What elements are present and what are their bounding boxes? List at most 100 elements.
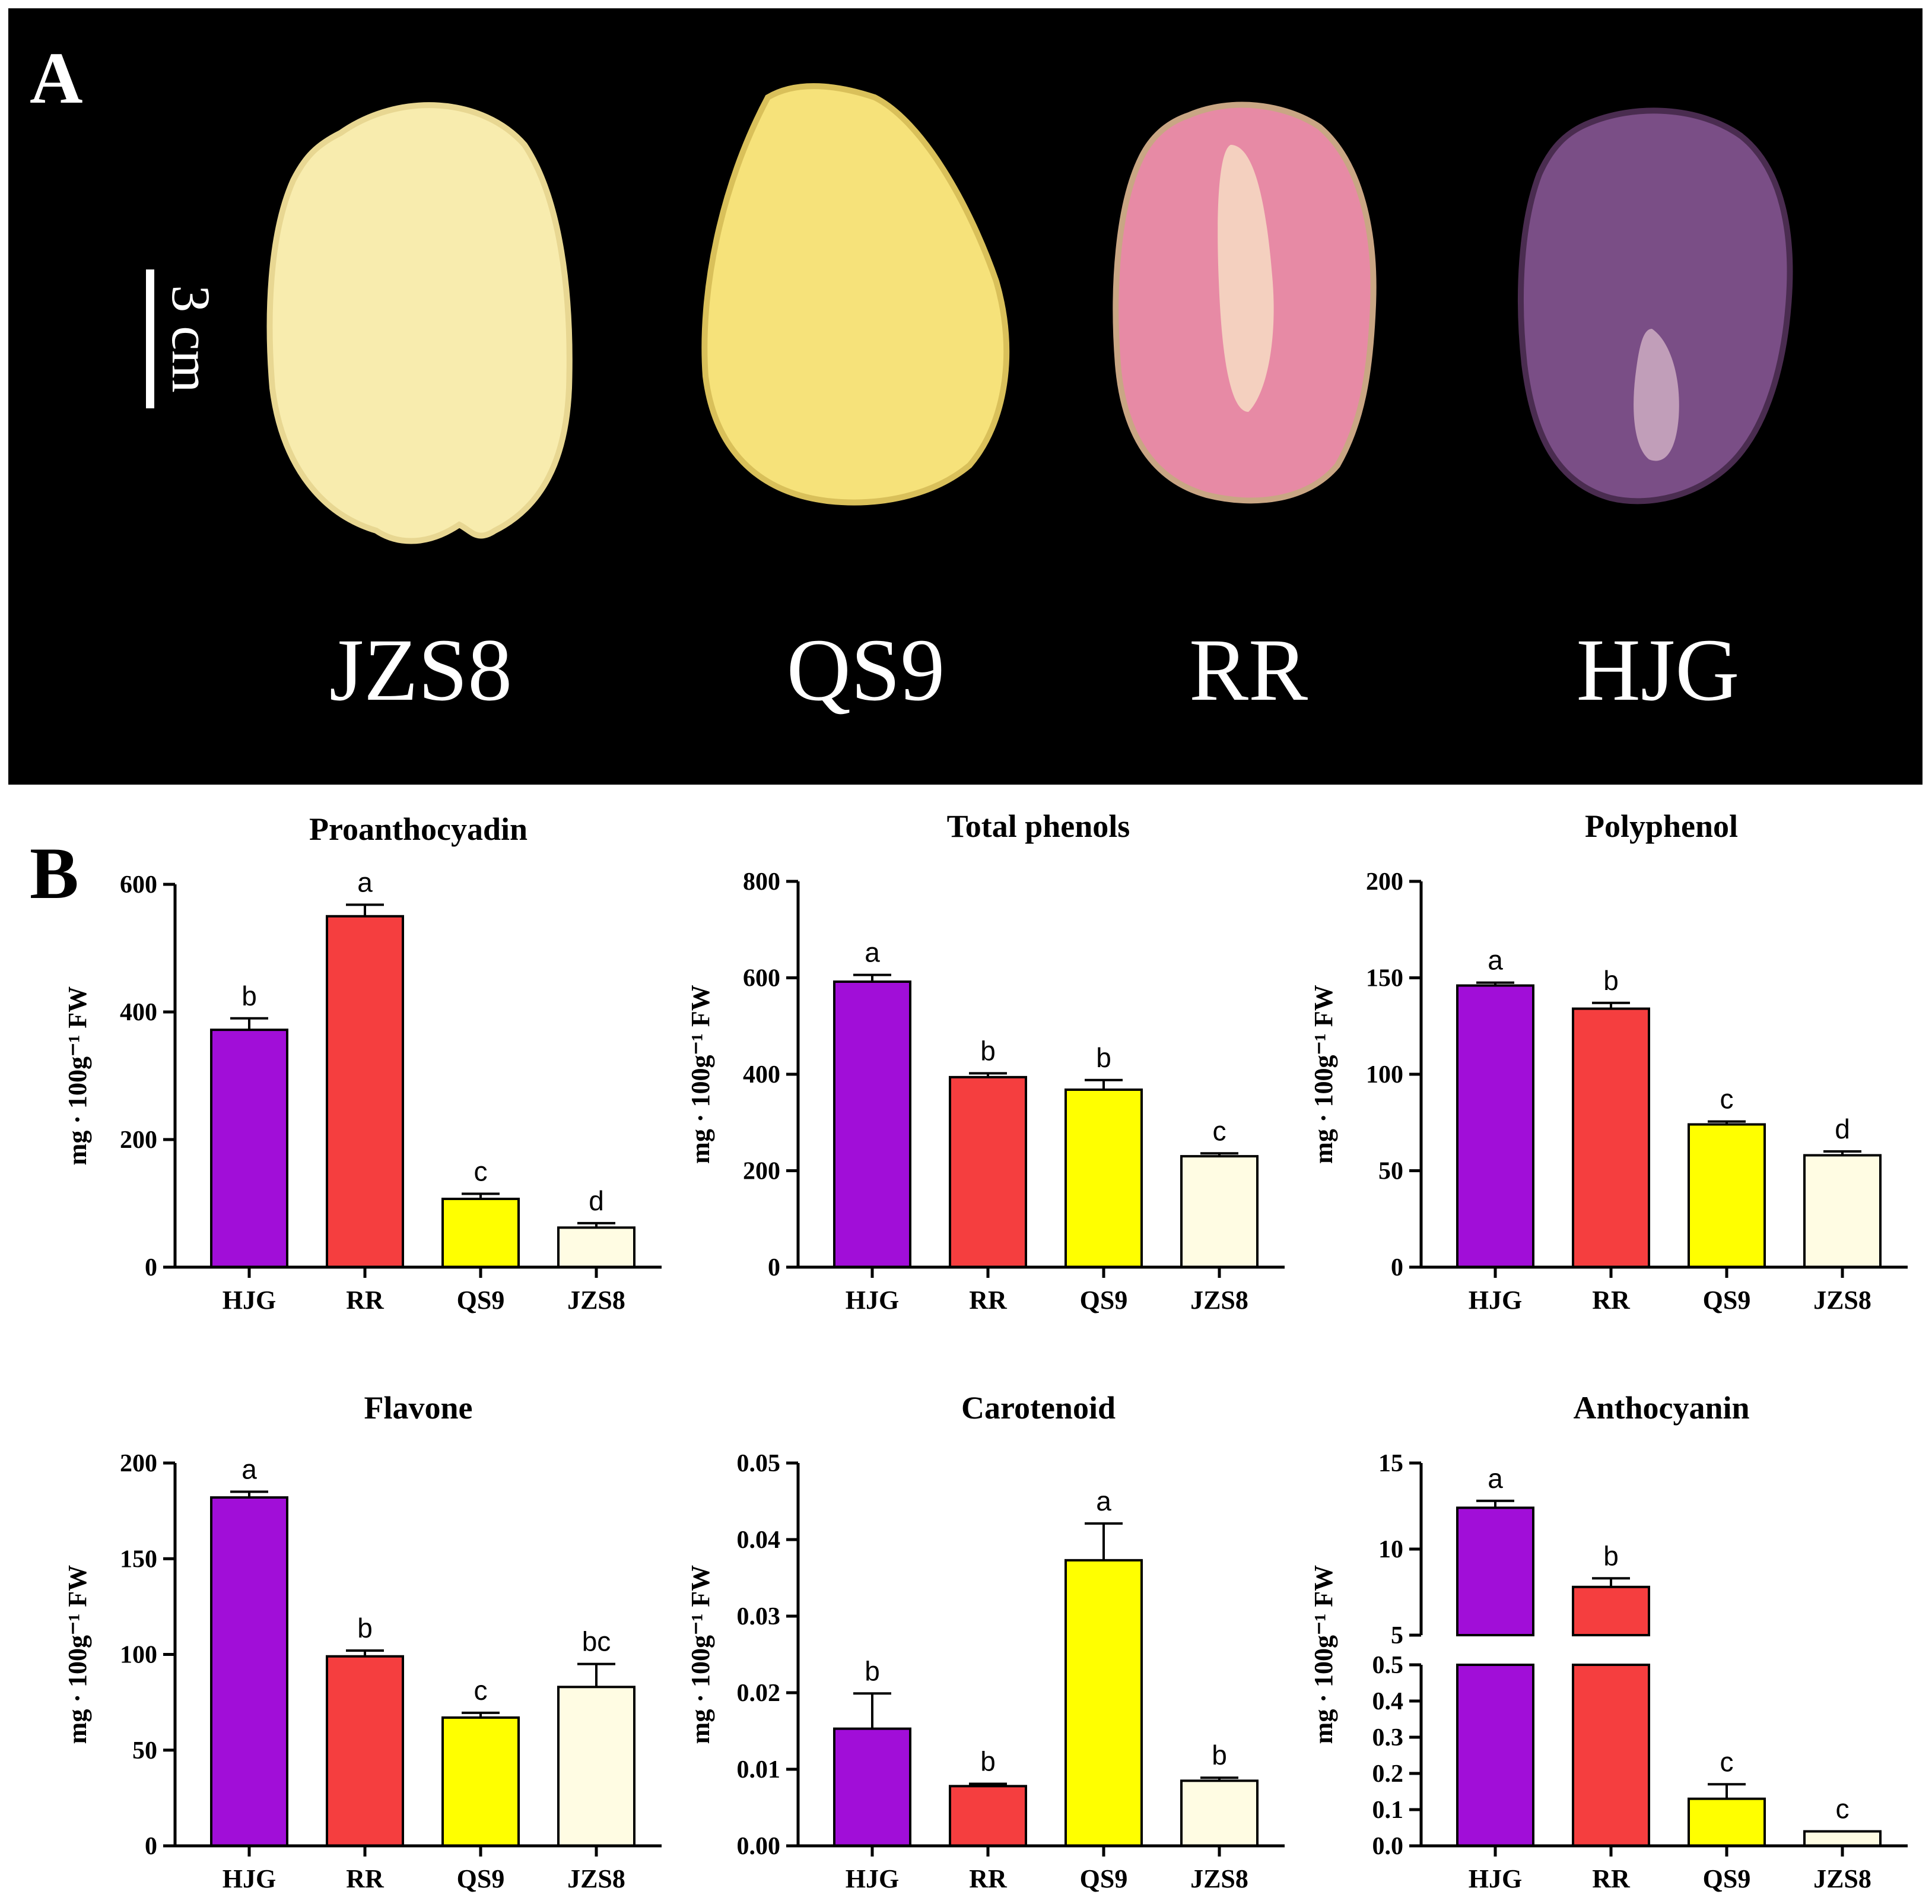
bar-qs9 (441, 1716, 520, 1848)
rr-core (1218, 145, 1274, 412)
bar-hjg (833, 1727, 911, 1847)
x-tick-label: HJG (223, 1286, 276, 1315)
x-tick-label: JZS8 (567, 1286, 625, 1315)
y-tick-label: 150 (1366, 965, 1403, 992)
x-tick-label: HJG (846, 1864, 899, 1893)
y-tick-label: 0.2 (1372, 1760, 1404, 1788)
x-tick-label: QS9 (1703, 1864, 1751, 1893)
significance-letter: b (1603, 965, 1619, 996)
y-tick-label: 200 (743, 1158, 780, 1185)
y-tick-label: 15 (1378, 1450, 1403, 1477)
y-tick-label: 150 (120, 1546, 157, 1573)
significance-letter: a (1488, 945, 1503, 976)
significance-letter: c (474, 1156, 488, 1186)
bar-hjg (210, 1029, 288, 1268)
panel-a-photo: 3 cm JZS8 QS9 RR HJG (8, 8, 1923, 785)
y-tick-label: 10 (1378, 1536, 1403, 1563)
significance-letter: b (242, 980, 257, 1011)
y-tick-label: 0 (145, 1254, 157, 1281)
bar-rr (949, 1075, 1027, 1268)
bar-qs9 (1688, 1123, 1766, 1268)
chart-carotenoid: Carotenoid mg · 100g⁻¹ FW 0.00 0.01 0.02 0.03… (686, 1390, 1285, 1893)
significance-letter: c (1836, 1794, 1850, 1824)
significance-letter: bc (582, 1626, 611, 1657)
y-tick-label: 400 (743, 1061, 780, 1089)
significance-letter: b (1603, 1540, 1619, 1571)
significance-letter: c (1213, 1115, 1226, 1146)
significance-letter: b (1212, 1740, 1227, 1770)
significance-letter: b (357, 1613, 373, 1643)
x-tick-label: RR (969, 1864, 1008, 1893)
chart-title: Flavone (364, 1390, 473, 1426)
x-tick-label: RR (969, 1286, 1008, 1315)
chart-title: Anthocyanin (1573, 1390, 1749, 1426)
bar-qs9 (1064, 1089, 1143, 1268)
hjg-core (1634, 329, 1679, 461)
x-tick-label: QS9 (1080, 1864, 1128, 1893)
y-tick-label: 600 (120, 871, 157, 899)
significance-letter: b (980, 1746, 996, 1777)
bar-qs9 (441, 1197, 520, 1268)
tuber-label-jzs8: JZS8 (329, 621, 513, 719)
x-tick-label: RR (1592, 1864, 1631, 1893)
y-tick-label: 0.4 (1372, 1688, 1404, 1715)
y-axis-label: mg · 100g⁻¹ FW (686, 985, 715, 1164)
significance-letter: b (980, 1035, 996, 1066)
y-tick-label: 600 (743, 965, 780, 992)
chart-title: Proanthocyadin (309, 811, 528, 847)
y-tick-label: 0.5 (1372, 1652, 1404, 1679)
bar-jzs8 (1180, 1155, 1259, 1268)
panel-b-label: B (30, 833, 79, 914)
y-tick-label: 0.03 (737, 1603, 781, 1630)
y-axis-label: mg · 100g⁻¹ FW (1309, 985, 1338, 1164)
bar-rr (949, 1785, 1027, 1847)
chart-flavone: Flavone mg · 100g⁻¹ FW 0 50 100 150 200 a HJG b RR… (63, 1390, 662, 1893)
y-tick-label: 0.1 (1372, 1797, 1404, 1824)
y-tick-label: 100 (1366, 1061, 1403, 1089)
significance-letter: c (474, 1675, 488, 1706)
bar-jzs8 (557, 1686, 635, 1847)
bar-rr (1572, 1007, 1650, 1268)
bar-qs9 (1688, 1797, 1766, 1847)
tuber-label-qs9: QS9 (786, 621, 945, 719)
bar-hjg (1456, 1506, 1534, 1636)
x-tick-label: QS9 (457, 1864, 505, 1893)
tuber-hjg (1517, 107, 1793, 504)
tuber-qs9 (701, 83, 1010, 506)
y-tick-label: 100 (120, 1642, 157, 1669)
tuber-label-hjg: HJG (1576, 621, 1740, 719)
y-axis-label: mg · 100g⁻¹ FW (63, 986, 92, 1166)
significance-letter: a (1096, 1486, 1111, 1516)
y-axis-label: mg · 100g⁻¹ FW (63, 1565, 92, 1744)
y-tick-label: 0 (768, 1254, 780, 1281)
y-tick-label: 50 (1378, 1158, 1403, 1185)
significance-letter: c (1720, 1084, 1734, 1115)
tuber-jzs8 (266, 102, 573, 544)
x-tick-label: RR (1592, 1286, 1631, 1315)
bar-hjg (210, 1496, 288, 1848)
x-tick-label: QS9 (1080, 1286, 1128, 1315)
chart-title: Carotenoid (961, 1390, 1116, 1426)
chart-total-phenols: Total phenols mg · 100g⁻¹ FW 0 200 400 600 800… (686, 808, 1285, 1315)
y-tick-label: 0.0 (1372, 1833, 1404, 1860)
y-tick-label: 50 (132, 1737, 157, 1765)
bar-rr (326, 1655, 404, 1848)
chart-title: Total phenols (947, 808, 1130, 844)
scale-bar (146, 269, 154, 408)
chart-proanthocyadin: Proanthocyadin mg · 100g⁻¹ FW 0 200 400 600 b H… (63, 811, 662, 1315)
y-tick-label: 400 (120, 999, 157, 1026)
x-tick-label: JZS8 (1190, 1286, 1248, 1315)
tuber-photo (266, 83, 1793, 544)
y-axis-label: mg · 100g⁻¹ FW (686, 1565, 715, 1744)
x-tick-label: JZS8 (567, 1864, 625, 1893)
bar-rr (326, 915, 404, 1268)
x-tick-label: HJG (1469, 1864, 1522, 1893)
significance-letter: a (242, 1454, 257, 1484)
significance-letter: a (1488, 1463, 1503, 1494)
y-tick-label: 0.04 (737, 1527, 781, 1554)
significance-letter: c (1720, 1746, 1734, 1777)
bar-hjg (1456, 984, 1534, 1268)
y-tick-label: 0.01 (737, 1756, 781, 1784)
y-tick-label: 0 (145, 1833, 157, 1860)
